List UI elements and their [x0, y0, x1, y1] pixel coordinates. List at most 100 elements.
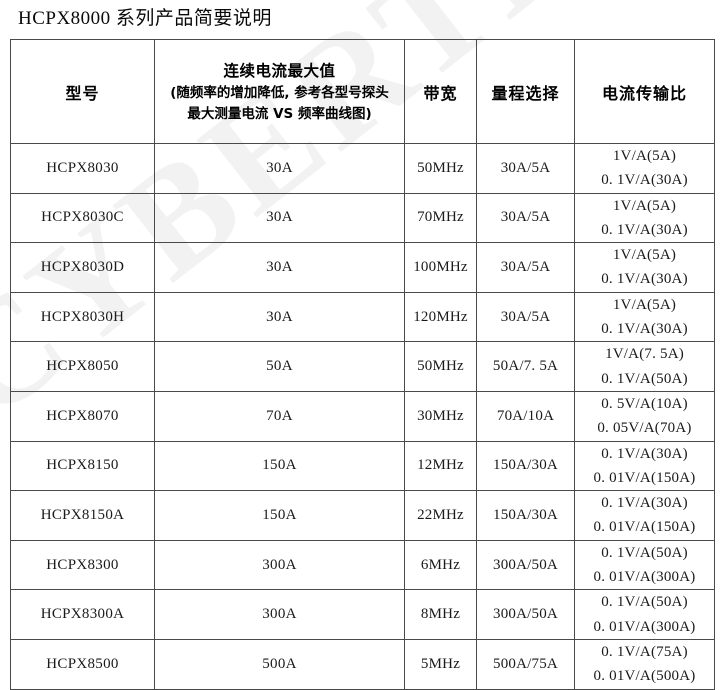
cell-model: HCPX8030C	[10, 192, 155, 244]
cell-model: HCPX8500	[10, 638, 155, 690]
cell-model: HCPX8030D	[10, 242, 155, 293]
cell-bandwidth: 50MHz	[404, 341, 477, 392]
cell-bandwidth: 50MHz	[404, 143, 477, 194]
cell-range: 150A/30A	[476, 490, 575, 541]
cell-range: 150A/30A	[476, 440, 575, 492]
cell-ratio-line1: 0. 1V/A(30A)	[601, 495, 688, 512]
cell-max-current: 30A	[154, 242, 405, 293]
cell-max-current: 30A	[154, 192, 405, 244]
table-row: HCPX8030 30A 50MHz 30A/5A 1V/A(5A) 0. 1V/A(30…	[10, 143, 715, 194]
cell-range: 70A/10A	[476, 390, 575, 442]
cell-model: HCPX8150	[10, 440, 155, 492]
cell-ratio-line1: 1V/A(7. 5A)	[605, 346, 684, 363]
cell-ratio: 0. 1V/A(30A) 0. 01V/A(150A)	[574, 440, 715, 492]
cell-bandwidth: 100MHz	[404, 242, 477, 293]
cell-range: 500A/75A	[476, 638, 575, 690]
cell-ratio-line1: 1V/A(5A)	[612, 296, 677, 313]
column-header-max-current-line2: (随频率的增加降低, 参考各型号探头	[170, 84, 389, 101]
column-header-model: 型号	[10, 39, 155, 144]
cell-max-current: 50A	[154, 341, 405, 392]
cell-ratio-line2: 0. 1V/A(30A)	[601, 271, 688, 288]
column-header-max-current: 连续电流最大值 (随频率的增加降低, 参考各型号探头 最大测量电流 VS 频率曲…	[154, 39, 405, 144]
cell-ratio: 1V/A(7. 5A) 0. 1V/A(50A)	[574, 341, 715, 392]
cell-ratio: 0. 1V/A(75A) 0. 01V/A(500A)	[574, 638, 715, 690]
table-row: HCPX8030H 30A 120MHz 30A/5A 1V/A(5A) 0. 1V/A(…	[10, 291, 715, 343]
cell-bandwidth: 30MHz	[404, 390, 477, 442]
cell-ratio-line2: 0. 1V/A(30A)	[601, 221, 688, 238]
cell-range: 300A/50A	[476, 539, 575, 591]
cell-max-current: 300A	[154, 539, 405, 591]
table-body: HCPX8030 30A 50MHz 30A/5A 1V/A(5A) 0. 1V/A(30…	[10, 143, 715, 690]
cell-max-current: 30A	[154, 291, 405, 343]
cell-ratio: 0. 1V/A(30A) 0. 01V/A(150A)	[574, 490, 715, 541]
cell-bandwidth: 5MHz	[404, 638, 477, 690]
table-row: HCPX8150A 150A 22MHz 150A/30A 0. 1V/A(30A) 0.…	[10, 490, 715, 541]
cell-range: 30A/5A	[476, 242, 575, 293]
cell-ratio-line1: 1V/A(5A)	[612, 247, 677, 264]
cell-bandwidth: 6MHz	[404, 539, 477, 591]
cell-ratio: 1V/A(5A) 0. 1V/A(30A)	[574, 291, 715, 343]
cell-bandwidth: 70MHz	[404, 192, 477, 244]
cell-max-current: 70A	[154, 390, 405, 442]
cell-ratio-line1: 0. 1V/A(50A)	[601, 594, 688, 611]
cell-range: 300A/50A	[476, 589, 575, 640]
cell-ratio: 1V/A(5A) 0. 1V/A(30A)	[574, 143, 715, 194]
cell-model: HCPX8300A	[10, 589, 155, 640]
cell-max-current: 150A	[154, 490, 405, 541]
cell-ratio-line2: 0. 01V/A(300A)	[593, 618, 696, 635]
cell-bandwidth: 12MHz	[404, 440, 477, 492]
cell-ratio-line1: 0. 5V/A(10A)	[601, 395, 688, 412]
column-header-max-current-line3: 最大测量电流 VS 频率曲线图)	[187, 105, 372, 122]
cell-ratio-line1: 0. 1V/A(50A)	[601, 544, 688, 561]
cell-bandwidth: 120MHz	[404, 291, 477, 343]
cell-ratio: 1V/A(5A) 0. 1V/A(30A)	[574, 242, 715, 293]
cell-ratio-line2: 0. 01V/A(500A)	[593, 668, 696, 685]
cell-ratio-line1: 1V/A(5A)	[612, 197, 677, 214]
cell-max-current: 30A	[154, 143, 405, 194]
table-row: HCPX8500 500A 5MHz 500A/75A 0. 1V/A(75A) 0. 0…	[10, 638, 715, 690]
cell-ratio-line2: 0. 01V/A(150A)	[593, 469, 696, 486]
table-row: HCPX8030C 30A 70MHz 30A/5A 1V/A(5A) 0. 1V/A(3…	[10, 192, 715, 244]
page-title: HCPX8000 系列产品简要说明	[18, 8, 272, 29]
table-row: HCPX8150 150A 12MHz 150A/30A 0. 1V/A(30A) 0. …	[10, 440, 715, 492]
table-row: HCPX8070 70A 30MHz 70A/10A 0. 5V/A(10A) 0. 05…	[10, 390, 715, 442]
table-row: HCPX8300A 300A 8MHz 300A/50A 0. 1V/A(50A) 0. …	[10, 589, 715, 640]
cell-bandwidth: 22MHz	[404, 490, 477, 541]
product-spec-table: 型号 连续电流最大值 (随频率的增加降低, 参考各型号探头 最大测量电流 VS …	[10, 39, 715, 690]
cell-max-current: 300A	[154, 589, 405, 640]
cell-max-current: 500A	[154, 638, 405, 690]
table-header: 型号 连续电流最大值 (随频率的增加降低, 参考各型号探头 最大测量电流 VS …	[10, 39, 715, 144]
cell-model: HCPX8300	[10, 539, 155, 591]
cell-ratio-line1: 0. 1V/A(30A)	[601, 445, 688, 462]
column-header-range: 量程选择	[476, 39, 575, 144]
cell-bandwidth: 8MHz	[404, 589, 477, 640]
cell-range: 30A/5A	[476, 192, 575, 244]
cell-ratio: 0. 1V/A(50A) 0. 01V/A(300A)	[574, 589, 715, 640]
column-header-max-current-line1: 连续电流最大值	[223, 61, 336, 80]
table-row: HCPX8050 50A 50MHz 50A/7. 5A 1V/A(7. 5A) 0. 1…	[10, 341, 715, 392]
spec-table-container: 型号 连续电流最大值 (随频率的增加降低, 参考各型号探头 最大测量电流 VS …	[10, 39, 715, 690]
cell-ratio: 1V/A(5A) 0. 1V/A(30A)	[574, 192, 715, 244]
cell-ratio-line2: 0. 1V/A(30A)	[601, 321, 688, 338]
cell-model: HCPX8050	[10, 341, 155, 392]
cell-ratio-line2: 0. 1V/A(30A)	[601, 172, 688, 189]
cell-ratio-line1: 1V/A(5A)	[612, 148, 677, 164]
cell-ratio-line2: 0. 05V/A(70A)	[597, 420, 692, 437]
cell-model: HCPX8150A	[10, 490, 155, 541]
column-header-ratio: 电流传输比	[574, 39, 715, 144]
column-header-bandwidth: 带宽	[404, 39, 477, 144]
cell-range: 30A/5A	[476, 143, 575, 194]
cell-range: 30A/5A	[476, 291, 575, 343]
table-row: HCPX8300 300A 6MHz 300A/50A 0. 1V/A(50A) 0. 0…	[10, 539, 715, 591]
cell-ratio-line2: 0. 1V/A(50A)	[601, 370, 688, 387]
header-row: 型号 连续电流最大值 (随频率的增加降低, 参考各型号探头 最大测量电流 VS …	[10, 39, 715, 144]
cell-model: HCPX8030H	[10, 291, 155, 343]
cell-ratio: 0. 5V/A(10A) 0. 05V/A(70A)	[574, 390, 715, 442]
cell-model: HCPX8070	[10, 390, 155, 442]
cell-ratio: 0. 1V/A(50A) 0. 01V/A(300A)	[574, 539, 715, 591]
table-row: HCPX8030D 30A 100MHz 30A/5A 1V/A(5A) 0. 1V/A(…	[10, 242, 715, 293]
cell-ratio-line2: 0. 01V/A(300A)	[593, 569, 696, 586]
cell-model: HCPX8030	[10, 143, 155, 194]
cell-max-current: 150A	[154, 440, 405, 492]
cell-range: 50A/7. 5A	[476, 341, 575, 392]
